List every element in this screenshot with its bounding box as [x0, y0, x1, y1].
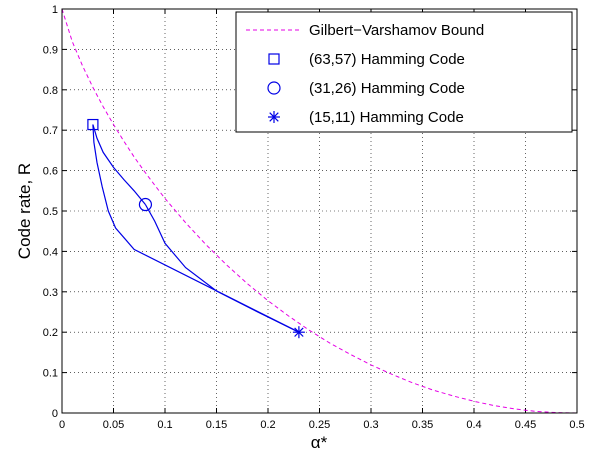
- legend-label: Gilbert−Varshamov Bound: [309, 22, 484, 39]
- legend-swatch-asterisk: [268, 111, 280, 123]
- series-layer: [61, 8, 578, 414]
- x-tick-label: 0.05: [103, 419, 124, 431]
- legend-label: (15,11) Hamming Code: [309, 109, 464, 126]
- x-axis-label: α*: [311, 433, 328, 452]
- asterisk-stroke: [294, 327, 304, 337]
- legend: Gilbert−Varshamov Bound (63,57) Hamming C…: [235, 11, 573, 133]
- legend-label: (63,57) Hamming Code: [309, 51, 465, 68]
- marker-square: [87, 118, 99, 131]
- x-tick-label: 0.35: [412, 419, 433, 431]
- legend-swatch-square: [268, 53, 280, 65]
- gv-bound-line: [61, 8, 578, 414]
- x-tick-label: 0.45: [515, 419, 536, 431]
- x-tick-label: 0: [59, 419, 65, 431]
- asterisk-stroke: [269, 112, 279, 122]
- tick-labels: 0 0.05 0.1 0.15 0.2 0.25 0.3 0.35 0.4 0.45 0.5 0 0.1…: [43, 4, 585, 431]
- y-axis-label: Code rate, R: [15, 163, 34, 259]
- x-tick-label: 0.3: [363, 419, 378, 431]
- y-tick-label: 0.8: [43, 85, 58, 97]
- y-tick-label: 0.9: [43, 44, 58, 56]
- y-tick-label: 0.5: [43, 206, 58, 218]
- hamming-curve: [92, 124, 146, 205]
- x-tick-label: 0.1: [157, 419, 172, 431]
- y-tick-label: 1: [52, 4, 58, 16]
- marker-asterisk: [292, 326, 305, 339]
- x-tick-label: 0.4: [466, 419, 481, 431]
- legend-swatch-circle: [267, 81, 281, 95]
- y-tick-label: 0.6: [43, 166, 58, 178]
- y-tick-label: 0.7: [43, 125, 58, 137]
- plot-border: [61, 8, 578, 414]
- y-tick-label: 0.4: [43, 246, 58, 258]
- y-tick-label: 0.3: [43, 287, 58, 299]
- y-tick-label: 0: [52, 408, 58, 420]
- legend-box: [235, 11, 573, 133]
- x-tick-label: 0.2: [260, 419, 275, 431]
- hamming-curve: [92, 124, 300, 333]
- x-tick-label: 0.15: [206, 419, 227, 431]
- x-tick-label: 0.5: [569, 419, 584, 431]
- y-tick-label: 0.1: [43, 368, 58, 380]
- hamming-curve: [144, 204, 300, 333]
- grid: [62, 9, 577, 413]
- x-tick-label: 0.25: [309, 419, 330, 431]
- legend-label: (31,26) Hamming Code: [309, 80, 465, 97]
- y-tick-label: 0.2: [43, 327, 58, 339]
- marker-circle: [138, 197, 153, 212]
